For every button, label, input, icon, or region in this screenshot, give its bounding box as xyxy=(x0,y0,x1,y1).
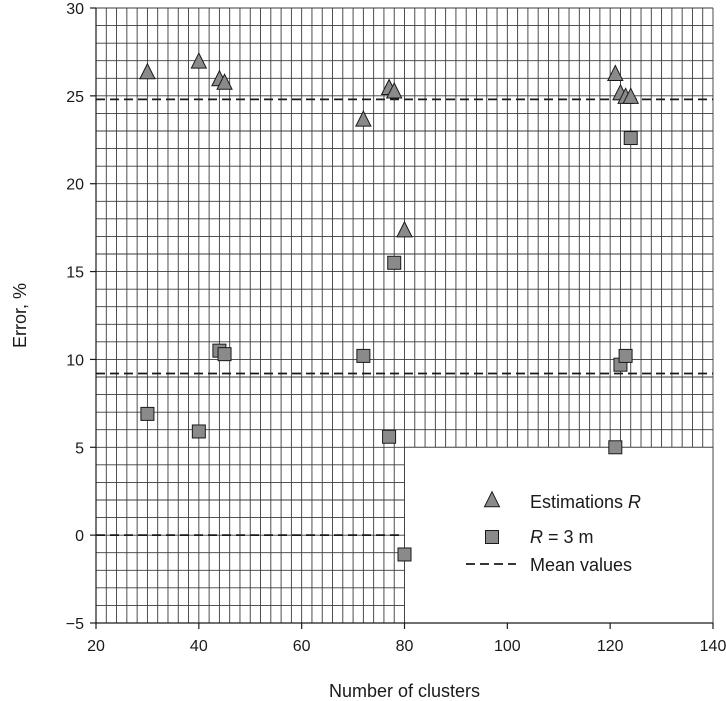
square-point xyxy=(356,348,371,363)
triangle-point xyxy=(396,220,413,238)
mean-lines xyxy=(96,98,713,537)
triangle-point xyxy=(385,81,403,99)
y-tick-label: 0 xyxy=(75,528,84,545)
triangle-point xyxy=(139,62,156,80)
y-tick-label: 5 xyxy=(75,440,84,457)
square-point xyxy=(191,424,206,439)
y-tick-label: 30 xyxy=(66,1,84,18)
tick-labels: 20 40 60 80 100 120 140 −5 0 5 10 15 20 25 30 xyxy=(66,1,726,655)
legend-entry-label: Estimations R xyxy=(530,492,641,512)
x-tick-label: 80 xyxy=(396,638,414,655)
legend: Estimations R R = 3 m Mean values xyxy=(466,490,641,575)
square-point xyxy=(382,429,397,444)
y-axis-label: Error, % xyxy=(10,283,30,348)
square-point xyxy=(140,406,155,421)
legend-triangle-icon xyxy=(483,490,501,508)
y-tick-label: −5 xyxy=(66,616,84,633)
square-point xyxy=(608,440,623,455)
legend-entry-label: R = 3 m xyxy=(530,527,594,547)
square-point xyxy=(397,547,412,562)
legend-background xyxy=(404,446,714,624)
y-tick-label: 20 xyxy=(66,177,84,194)
square-point xyxy=(618,348,633,363)
y-tick-label: 25 xyxy=(66,89,84,106)
triangle-point xyxy=(190,52,208,69)
legend-entry-label: Mean values xyxy=(530,555,632,575)
triangle-point xyxy=(622,87,640,104)
triangle-point xyxy=(355,110,372,127)
triangle-point xyxy=(606,64,624,81)
y-tick-label: 15 xyxy=(66,265,84,282)
x-axis-label: Number of clusters xyxy=(329,681,480,701)
legend-square-icon xyxy=(485,530,499,544)
legend-box xyxy=(404,446,714,624)
data-points xyxy=(139,52,640,562)
x-tick-label: 40 xyxy=(190,638,208,655)
x-tick-label: 120 xyxy=(597,638,624,655)
x-tick-label: 140 xyxy=(700,638,726,655)
x-tick-label: 20 xyxy=(87,638,105,655)
square-point xyxy=(387,255,402,270)
square-point xyxy=(217,347,232,362)
x-tick-label: 60 xyxy=(293,638,311,655)
triangle-point xyxy=(216,73,233,90)
x-tick-label: 100 xyxy=(494,638,521,655)
y-tick-label: 10 xyxy=(66,352,84,369)
square-point xyxy=(623,131,638,146)
